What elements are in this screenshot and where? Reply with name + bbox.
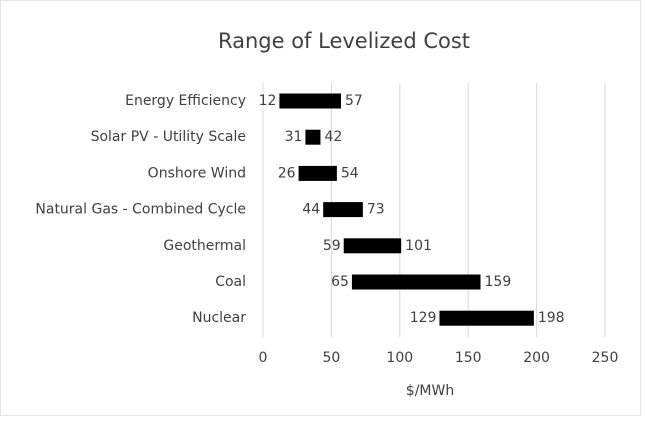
high-label: 73	[367, 202, 385, 218]
bar	[279, 93, 341, 109]
y-tick-label: Nuclear	[192, 310, 246, 326]
low-label: 59	[323, 238, 341, 254]
chart-title: Range of Levelized Cost	[218, 29, 470, 53]
y-tick-label: Coal	[215, 274, 246, 290]
x-axis-label: $/MWh	[406, 383, 454, 399]
low-label: 26	[278, 165, 296, 181]
x-tick-label: 200	[523, 350, 550, 366]
y-tick-label: Onshore Wind	[148, 165, 246, 181]
low-label: 31	[285, 129, 303, 145]
high-label: 159	[485, 274, 512, 290]
x-tick-label: 250	[592, 350, 619, 366]
bar	[323, 202, 363, 218]
x-tick-label: 150	[455, 350, 482, 366]
y-tick-label: Energy Efficiency	[125, 93, 246, 109]
low-label: 12	[259, 93, 277, 109]
x-tick-label: 50	[322, 350, 340, 366]
y-tick-label: Geothermal	[163, 238, 246, 254]
x-tick-label: 100	[386, 350, 413, 366]
high-label: 57	[345, 93, 363, 109]
y-tick-label: Natural Gas - Combined Cycle	[35, 202, 246, 218]
bar	[305, 129, 321, 145]
bar	[439, 310, 534, 326]
high-label: 54	[341, 165, 359, 181]
bar	[343, 238, 402, 254]
high-label: 198	[538, 310, 565, 326]
bar	[298, 165, 337, 181]
high-label: 42	[324, 129, 342, 145]
bar	[351, 274, 481, 290]
high-label: 101	[405, 238, 432, 254]
low-label: 129	[410, 310, 437, 326]
y-tick-label: Solar PV - Utility Scale	[91, 129, 246, 145]
x-tick-label: 0	[259, 350, 268, 366]
low-label: 44	[302, 202, 320, 218]
low-label: 65	[331, 274, 349, 290]
